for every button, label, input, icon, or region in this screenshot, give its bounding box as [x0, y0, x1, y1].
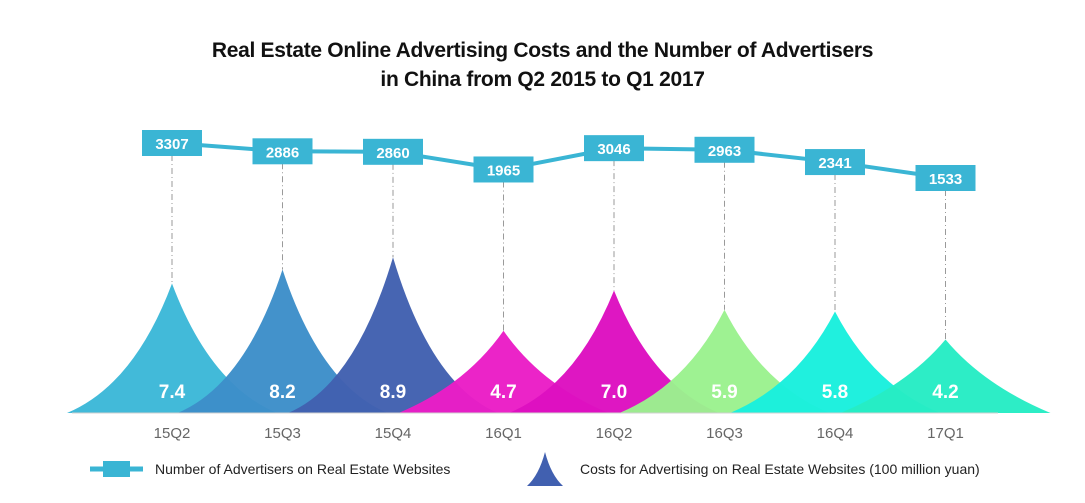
legend-label-advertisers: Number of Advertisers on Real Estate Web…: [155, 461, 450, 477]
advertiser-value-label-15Q4: 2860: [376, 145, 409, 162]
advertiser-box-15Q2: [142, 130, 202, 156]
advertiser-value-labels-layer: 3307 2886 2860 1965 3046 2963 2341 1533: [142, 130, 976, 191]
advertiser-point-15Q3: 2886: [252, 138, 313, 165]
x-tick-label-15Q4: 15Q4: [375, 425, 412, 442]
x-tick-labels-layer: 15Q2 15Q3 15Q4 16Q1 16Q2 16Q3 16Q4 17Q1: [154, 425, 964, 442]
cost-peak-17Q1: [840, 339, 1051, 413]
x-tick-label-16Q1: 16Q1: [485, 425, 522, 442]
advertiser-value-label-16Q1: 1965: [487, 162, 520, 179]
advertiser-point-16Q3: 2963: [694, 136, 755, 163]
cost-peak-16Q4: [730, 311, 940, 413]
advertiser-point-15Q2: 3307: [142, 130, 202, 156]
x-tick-label-16Q4: 16Q4: [817, 425, 854, 442]
legend-item-advertisers: Number of Advertisers on Real Estate Web…: [90, 461, 450, 477]
x-tick-label-16Q3: 16Q3: [706, 425, 743, 442]
advertiser-value-label-15Q3: 2886: [266, 144, 299, 161]
chart-title: Real Estate Online Advertising Costs and…: [0, 36, 1085, 94]
x-tick-label-17Q1: 17Q1: [927, 425, 964, 442]
x-tick-label-16Q2: 16Q2: [596, 425, 633, 442]
advertiser-value-label-16Q2: 3046: [597, 141, 630, 158]
advertiser-point-16Q4: 2341: [805, 149, 865, 176]
legend-item-costs: Costs for Advertising on Real Estate Web…: [527, 452, 980, 486]
advertiser-box-17Q1: [915, 165, 976, 191]
cost-value-label-16Q3: 5.9: [711, 382, 737, 403]
cost-value-label-16Q1: 4.7: [490, 382, 516, 403]
cost-value-label-15Q3: 8.2: [269, 382, 295, 403]
cost-value-label-15Q4: 8.9: [380, 382, 406, 403]
advertiser-value-label-15Q2: 3307: [155, 136, 188, 153]
advertiser-point-17Q1: 1533: [915, 165, 976, 191]
drop-lines-layer: [171, 155, 946, 340]
advertiser-box-16Q2: [584, 135, 644, 162]
advertiser-point-16Q2: 3046: [584, 135, 644, 162]
advertiser-value-label-16Q3: 2963: [708, 143, 741, 160]
cost-value-label-16Q2: 7.0: [601, 382, 627, 403]
cost-peak-15Q4: [288, 257, 498, 413]
chart-title-line-1: Real Estate Online Advertising Costs and…: [211, 39, 874, 62]
advertiser-box-15Q4: [363, 138, 423, 165]
cost-peak-16Q2: [509, 290, 719, 413]
cost-value-label-17Q1: 4.2: [932, 382, 958, 403]
cost-value-labels-layer: 7.4 8.2 8.9 4.7 7.0 5.9 5.8 4.2: [159, 382, 959, 403]
x-tick-label-15Q2: 15Q2: [154, 425, 191, 442]
advertiser-box-15Q3: [252, 138, 313, 165]
advertiser-point-16Q1: 1965: [473, 156, 534, 183]
advertiser-box-16Q3: [694, 136, 755, 163]
advertiser-value-label-16Q4: 2341: [818, 155, 851, 172]
chart-title-line-2: in China from Q2 2015 to Q1 2017: [380, 68, 705, 91]
advertiser-box-16Q4: [805, 149, 865, 176]
advertiser-point-15Q4: 2860: [363, 138, 423, 165]
legend-box-swatch: [103, 461, 130, 477]
x-tick-label-15Q3: 15Q3: [264, 425, 301, 442]
cost-peaks-layer: [67, 257, 1051, 413]
legend-peak-swatch: [527, 452, 563, 486]
legend: Number of Advertisers on Real Estate Web…: [90, 452, 980, 486]
cost-value-label-15Q2: 7.4: [159, 382, 186, 403]
legend-label-costs: Costs for Advertising on Real Estate Web…: [580, 461, 980, 477]
cost-value-label-16Q4: 5.8: [822, 382, 848, 403]
advertiser-value-label-17Q1: 1533: [929, 171, 962, 188]
advertiser-box-16Q1: [473, 156, 534, 183]
